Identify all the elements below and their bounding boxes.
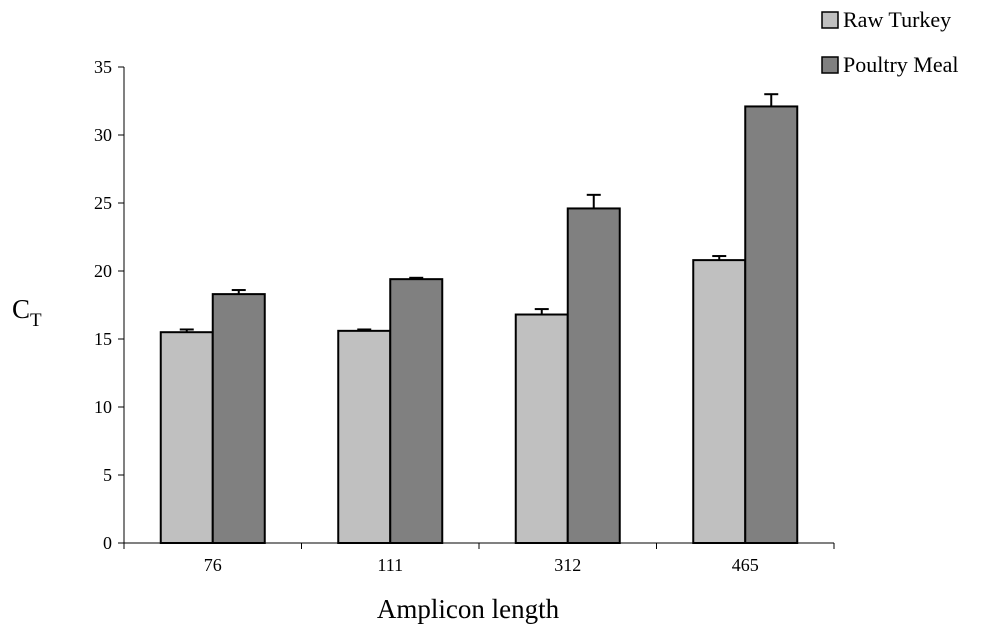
bar-raw-turkey-76 bbox=[159, 331, 214, 545]
x-tick-label: 465 bbox=[732, 555, 759, 575]
y-tick-label: 0 bbox=[103, 533, 112, 553]
bar-poultry-meal-312 bbox=[566, 207, 621, 544]
bar-raw-turkey-111 bbox=[337, 329, 392, 544]
x-tick-label: 312 bbox=[554, 555, 581, 575]
y-tick-label: 25 bbox=[94, 193, 112, 213]
y-axis-title: CT bbox=[12, 294, 42, 331]
y-tick-label: 15 bbox=[94, 329, 112, 349]
bar-poultry-meal-111 bbox=[389, 278, 444, 544]
legend-swatch-poultry-meal bbox=[821, 56, 839, 74]
y-tick-label: 30 bbox=[94, 125, 112, 145]
bar-poultry-meal-76 bbox=[211, 293, 266, 544]
y-tick-label: 10 bbox=[94, 397, 112, 417]
bar-poultry-meal-465 bbox=[744, 105, 799, 544]
bar-raw-turkey-312 bbox=[514, 313, 569, 544]
y-axis-title-subscript: T bbox=[30, 310, 42, 331]
y-tick-label: 5 bbox=[103, 465, 112, 485]
x-axis: 76 111 312 465 bbox=[123, 542, 835, 575]
y-tick-label: 20 bbox=[94, 261, 112, 281]
bars bbox=[159, 93, 799, 545]
y-tick-label: 35 bbox=[94, 57, 112, 77]
bar-raw-turkey-465 bbox=[692, 259, 747, 544]
y-axis-title-main: C bbox=[12, 294, 30, 324]
y-axis: 0 5 10 15 20 25 30 35 bbox=[94, 57, 125, 553]
x-tick-label: 111 bbox=[377, 555, 403, 575]
legend-label-poultry-meal: Poultry Meal bbox=[843, 52, 959, 77]
x-tick-label: 76 bbox=[204, 555, 222, 575]
x-axis-title: Amplicon length bbox=[377, 594, 560, 624]
legend: Raw Turkey Poultry Meal bbox=[821, 7, 959, 77]
legend-swatch-raw-turkey bbox=[821, 11, 839, 29]
legend-label-raw-turkey: Raw Turkey bbox=[843, 7, 951, 32]
